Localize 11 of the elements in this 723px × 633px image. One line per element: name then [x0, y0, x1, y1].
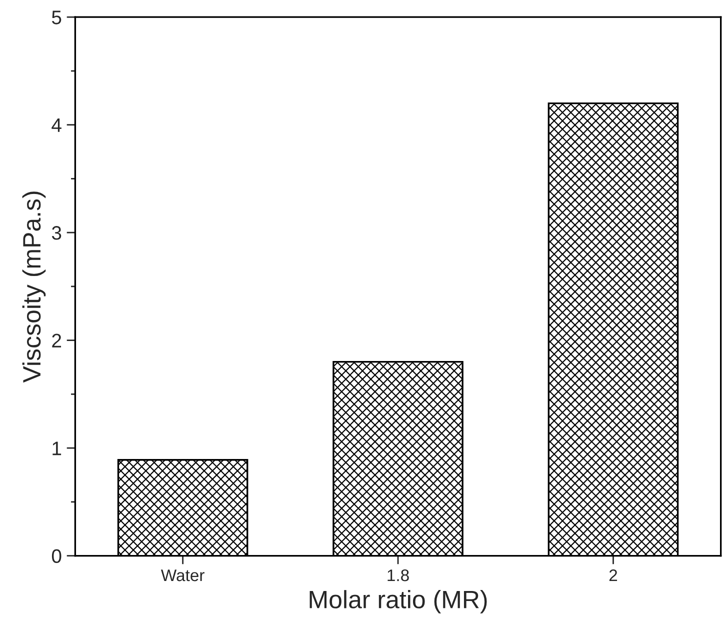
y-tick-label: 0	[52, 549, 62, 564]
x-axis-title: Molar ratio (MR)	[310, 590, 487, 614]
y-tick-label: 1	[52, 442, 62, 456]
x-tick-label: Water	[160, 570, 204, 582]
x-tick-label: 2	[609, 569, 618, 582]
y-axis-title: Viscsoity (mPa.s)	[22, 192, 46, 383]
y-tick-label: 4	[52, 118, 62, 132]
y-tick-label: 2	[52, 334, 62, 348]
y-tick-label: 3	[52, 226, 62, 240]
y-tick-label: 5	[52, 10, 62, 24]
x-tick-label: 1.8	[388, 569, 409, 582]
